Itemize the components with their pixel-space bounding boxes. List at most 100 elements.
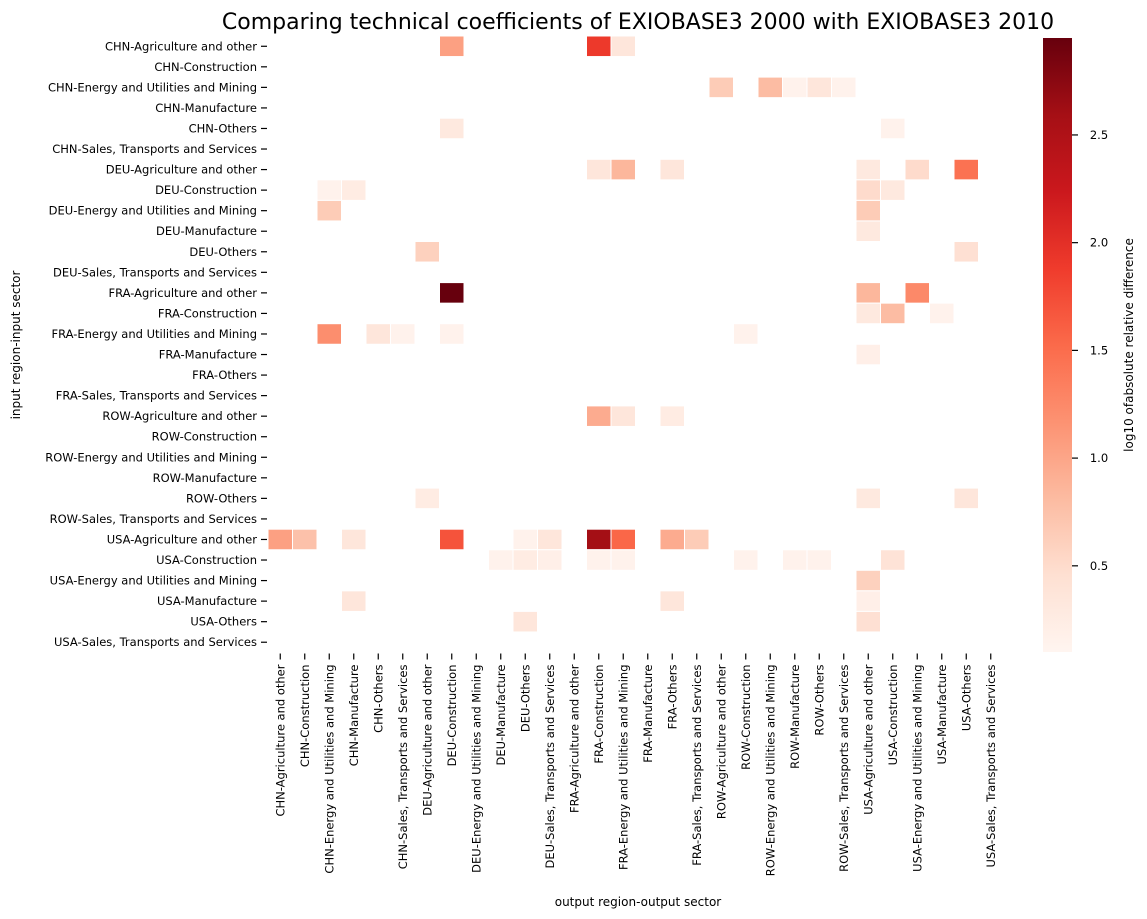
heatmap-cell (439, 117, 465, 140)
heatmap-cell (659, 528, 685, 551)
x-tick-label: CHN-Energy and Utilities and Mining (322, 665, 336, 874)
heatmap-cell (733, 323, 759, 345)
heatmap-cell (439, 528, 465, 551)
heatmap-cell (316, 323, 342, 345)
x-tick-label: USA-Sales, Transports and Services (984, 664, 998, 867)
x-tick-label: ROW-Others (812, 664, 826, 735)
x-tick-label: CHN-Sales, Transports and Services (396, 664, 410, 869)
heatmap-cell (855, 282, 881, 304)
heatmap-cell (586, 549, 612, 571)
heatmap-cell (267, 528, 293, 551)
heatmap-cell (537, 528, 563, 551)
colorbar-ticks: 0.5 1.0 1.5 2.0 2.5 (1072, 128, 1108, 573)
heatmap-cell (414, 487, 440, 510)
heatmap-cell (953, 158, 979, 181)
colorbar-gradient (1043, 38, 1072, 652)
heatmap-cell (610, 158, 636, 181)
heatmap-cell (733, 549, 759, 571)
heatmap-cell (292, 528, 318, 551)
y-tick-label: ROW-Construction (152, 430, 257, 444)
heatmap-cell (855, 487, 881, 510)
heatmap-cell (488, 549, 514, 571)
x-tick-label: ROW-Energy and Utilities and Mining (763, 665, 777, 877)
heatmap-cell (782, 76, 808, 99)
y-tick-label: USA-Others (190, 615, 257, 629)
y-tick-label: DEU-Others (189, 245, 257, 259)
y-tick-label: CHN-Construction (154, 60, 257, 74)
heatmap-cell (880, 179, 906, 201)
heatmap-cell (684, 528, 710, 551)
y-tick-label: FRA-Others (192, 368, 257, 382)
heatmap-cell (341, 590, 367, 612)
x-tick-label: FRA-Manufacture (641, 665, 655, 763)
heatmap-cell (855, 199, 881, 222)
y-tick-label: FRA-Construction (158, 306, 257, 320)
y-tick-label: FRA-Energy and Utilities and Mining (51, 327, 257, 341)
colorbar-label: log10 ofabsolute relative difference (1122, 238, 1136, 452)
x-tick-label: FRA-Others (665, 664, 679, 729)
colorbar-tick-label: 0.5 (1090, 559, 1108, 573)
y-tick-label: CHN-Agriculture and other (105, 39, 257, 53)
heatmap-cell (610, 35, 636, 58)
x-tick-label: DEU-Manufacture (494, 665, 508, 766)
x-tick-label: USA-Manufacture (935, 665, 949, 765)
heatmap-cell (610, 549, 636, 571)
heatmap-cell (855, 590, 881, 612)
x-tick-label: ROW-Agriculture and other (714, 664, 728, 819)
chart-title: Comparing technical coefficients of EXIO… (222, 10, 1054, 35)
x-tick-label: DEU-Construction (445, 665, 459, 767)
x-tick-label: DEU-Energy and Utilities and Mining (469, 665, 483, 873)
x-tick-label: USA-Agriculture and other (861, 664, 875, 815)
x-tick-label: CHN-Construction (298, 665, 312, 768)
heatmap-cell (855, 343, 881, 366)
x-axis-label: output region-output sector (555, 895, 722, 909)
y-tick-label: ROW-Sales, Transports and Services (50, 512, 257, 526)
y-tick-label: CHN-Others (189, 121, 257, 135)
y-tick-label: ROW-Agriculture and other (102, 409, 257, 423)
heatmap-cell (904, 158, 930, 181)
heatmap-cell (610, 405, 636, 427)
heatmap-cell (659, 590, 685, 612)
heatmap-cell (659, 158, 685, 181)
y-tick-label: DEU-Sales, Transports and Services (53, 265, 257, 279)
heatmap-cell (390, 323, 416, 345)
colorbar: 0.5 1.0 1.5 2.0 2.5 (1043, 38, 1108, 652)
heatmap-cell (610, 528, 636, 551)
y-axis: CHN-Agriculture and other CHN-Constructio… (45, 39, 267, 649)
heatmap-cell (439, 282, 465, 304)
y-tick-label: FRA-Manufacture (159, 348, 257, 362)
colorbar-tick-label: 1.0 (1090, 451, 1108, 465)
heatmap-cell (341, 528, 367, 551)
heatmap-cell (365, 323, 391, 345)
colorbar-tick-label: 1.5 (1090, 343, 1108, 357)
colorbar-tick-label: 2.0 (1090, 236, 1108, 250)
x-tick-label: USA-Energy and Utilities and Mining (910, 665, 924, 872)
heatmap-cell (757, 76, 783, 99)
x-tick-label: FRA-Agriculture and other (567, 664, 581, 813)
heatmap-cell (659, 405, 685, 427)
heatmap-cell (855, 302, 881, 325)
heatmap-cell (586, 528, 612, 551)
y-tick-label: CHN-Energy and Utilities and Mining (48, 80, 257, 94)
heatmap-cell (953, 487, 979, 510)
heatmap-cell (831, 76, 857, 99)
x-tick-label: FRA-Sales, Transports and Services (690, 664, 704, 865)
y-tick-label: DEU-Manufacture (156, 224, 257, 238)
x-tick-label: DEU-Sales, Transports and Services (543, 665, 557, 869)
heatmap-cell (880, 117, 906, 140)
x-tick-label: USA-Construction (886, 665, 900, 766)
heatmap-cell (904, 282, 930, 304)
y-tick-label: USA-Energy and Utilities and Mining (50, 574, 257, 588)
x-tick-label: USA-Others (959, 665, 973, 732)
heatmap-cell (855, 158, 881, 181)
heatmap-cell (316, 199, 342, 222)
heatmap-cell (512, 528, 538, 551)
x-tick-label: CHN-Agriculture and other (273, 664, 287, 816)
heatmap-cell (341, 179, 367, 201)
heatmap-cell (880, 549, 906, 571)
y-tick-label: CHN-Manufacture (155, 101, 257, 115)
x-tick-label: FRA-Energy and Utilities and Mining (616, 665, 630, 871)
heatmap-cell (855, 610, 881, 633)
x-tick-label: ROW-Manufacture (788, 665, 802, 769)
y-tick-label: FRA-Sales, Transports and Services (56, 389, 257, 403)
